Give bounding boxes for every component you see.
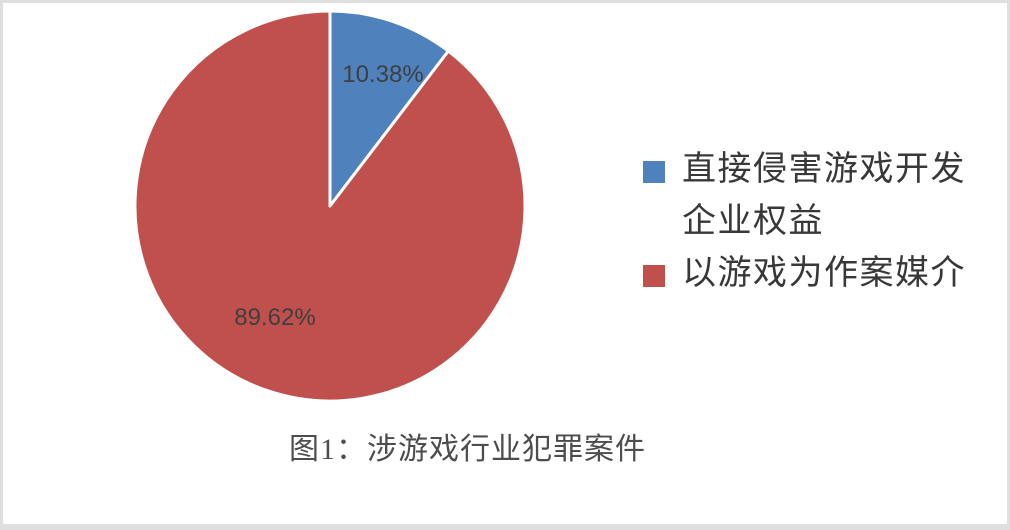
chart-title: 图1：涉游戏行业犯罪案件 xyxy=(289,433,646,466)
chart-legend: 直接侵害游戏开发企业权益 以游戏为作案媒介 xyxy=(643,144,988,300)
legend-marker-blue-icon xyxy=(643,161,665,183)
pie-slice[interactable] xyxy=(133,9,527,403)
legend-item-crime-medium[interactable]: 以游戏为作案媒介 xyxy=(643,248,988,300)
legend-label: 以游戏为作案媒介 xyxy=(682,255,966,292)
pie-chart xyxy=(133,9,527,403)
legend-marker-red-icon xyxy=(643,265,665,287)
pie-slice-label-red: 89.62% xyxy=(234,304,316,331)
pie-slice[interactable] xyxy=(328,9,450,208)
pie-slice-label-blue: 10.38% xyxy=(342,61,424,88)
legend-label: 直接侵害游戏开发企业权益 xyxy=(682,151,966,240)
legend-item-direct-infringement[interactable]: 直接侵害游戏开发企业权益 xyxy=(643,144,988,248)
